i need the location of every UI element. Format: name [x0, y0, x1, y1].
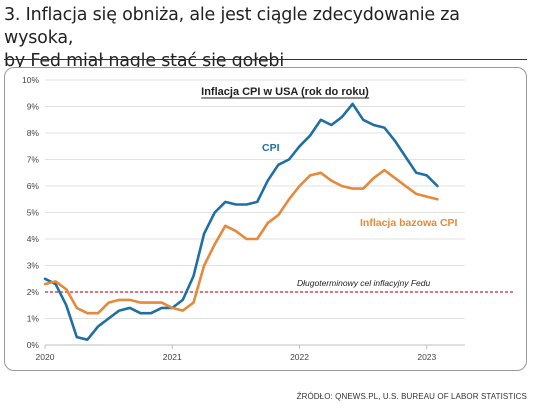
- x-tick-label: 2022: [290, 352, 309, 362]
- y-tick-label: 4%: [27, 234, 40, 244]
- x-tick-label: 2021: [163, 352, 182, 362]
- y-tick-label: 10%: [22, 75, 39, 85]
- core-cpi-line: [43, 168, 439, 315]
- y-tick-label: 1%: [27, 314, 40, 324]
- y-tick-label: 7%: [27, 155, 40, 165]
- headline-divider: [4, 59, 527, 60]
- y-tick-label: 8%: [27, 128, 40, 138]
- cpi-line: [43, 102, 439, 341]
- chart-title: Inflacja CPI w USA (rok do roku): [201, 86, 369, 98]
- headline-line-2: by Fed miał nagle stać się gołębi: [4, 51, 284, 71]
- headline-line-1: 3. Inflacja się obniża, ale jest ciągle …: [4, 5, 460, 48]
- axes: 0% 1% 2% 3% 4% 5% 6% 7% 8% 9% 10% 2020 2021 2022 2023: [22, 75, 465, 362]
- y-tick-label: 2%: [27, 287, 40, 297]
- y-tick-label: 6%: [27, 181, 40, 191]
- reference-line-label: Długoterminowy cel inflacyjny Fedu: [297, 278, 430, 288]
- chart-card: 0% 1% 2% 3% 4% 5% 6% 7% 8% 9% 10% 2020 2021 2022 2023 …: [4, 67, 527, 371]
- y-tick-label: 9%: [27, 102, 40, 112]
- series-label-cpi: CPI: [262, 142, 280, 154]
- headline: 3. Inflacja się obniża, ale jest ciągle …: [4, 4, 532, 73]
- source-note: ŹRÓDŁO: QNEWS.PL, U.S. BUREAU OF LABOR S…: [296, 392, 527, 401]
- y-tick-label: 0%: [27, 340, 40, 350]
- y-tick-label: 3%: [27, 261, 40, 271]
- y-tick-label: 5%: [27, 208, 40, 218]
- series-label-core-cpi: Inflacja bazowa CPI: [360, 217, 458, 229]
- gridlines: [45, 79, 465, 346]
- x-tick-label: 2023: [417, 352, 436, 362]
- x-tick-label: 2020: [36, 352, 55, 362]
- series-lines: [43, 102, 439, 341]
- cpi-line-chart: 0%1%2%3%4%5%6%7%8%9%10%2020 2021 2022 2023 …: [22, 75, 515, 362]
